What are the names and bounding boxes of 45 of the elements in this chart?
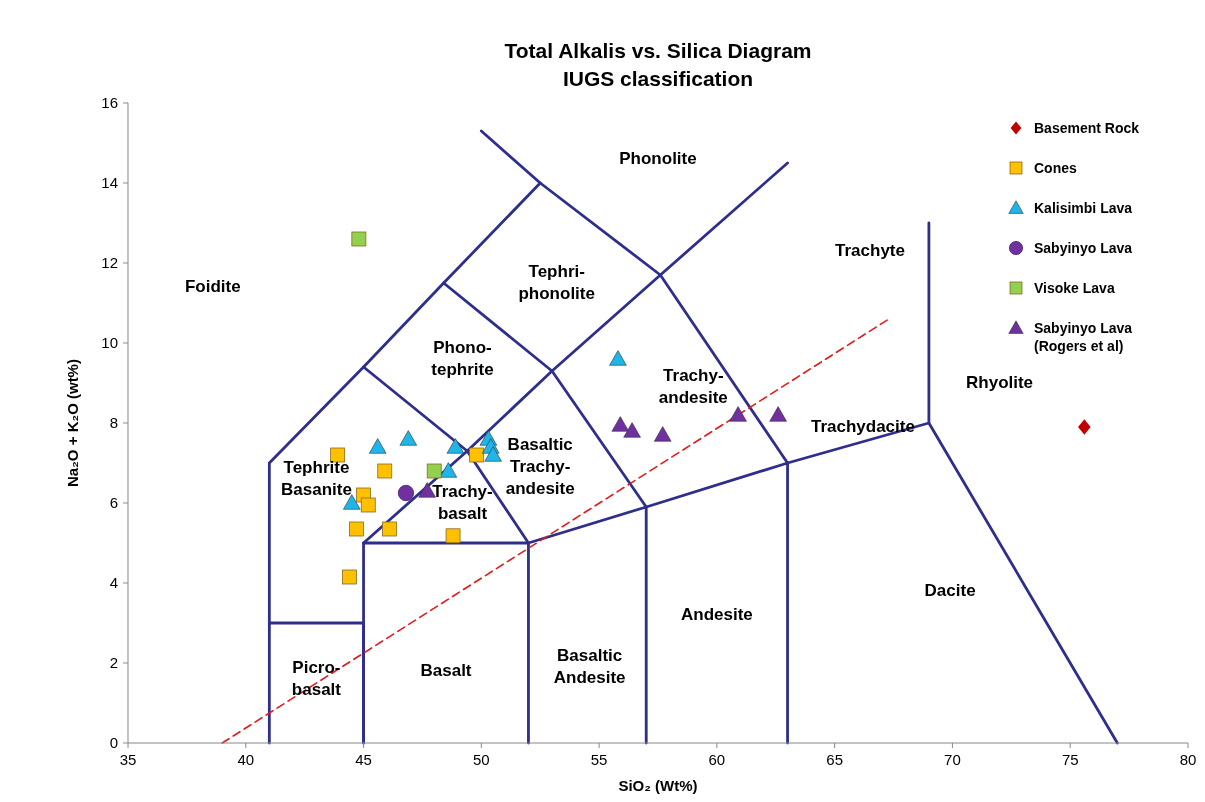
y-tick-label: 2 <box>109 654 118 671</box>
legend-label: Visoke Lava <box>1034 280 1115 296</box>
annotation: Tephrite Basanite <box>281 458 352 499</box>
chart-subtitle: IUGS classification <box>562 67 754 90</box>
annotation: Trachydacite <box>810 417 915 436</box>
annotation: Rhyolite <box>966 373 1034 392</box>
x-tick-label: 65 <box>826 751 844 768</box>
x-tick-label: 80 <box>1179 751 1197 768</box>
x-tick-label: 50 <box>472 751 490 768</box>
annotation: Trachy- andesite <box>658 366 728 407</box>
y-tick-label: 16 <box>101 94 118 111</box>
x-tick-label: 35 <box>119 751 137 768</box>
legend-label: Kalisimbi Lava <box>1034 200 1133 216</box>
annotation: Picro- basalt <box>291 658 342 699</box>
x-tick-label: 45 <box>355 751 372 768</box>
y-tick-label: 8 <box>109 414 118 431</box>
x-tick-label: 75 <box>1061 751 1079 768</box>
y-tick-label: 0 <box>109 734 118 751</box>
y-tick-label: 14 <box>101 174 118 191</box>
chart-title: Total Alkalis vs. Silica Diagram <box>504 39 812 62</box>
annotation: Basalt <box>420 661 472 680</box>
y-tick-label: 6 <box>109 494 118 511</box>
annotation: Basaltic Andesite <box>553 646 626 687</box>
annotation: Trachy- basalt <box>432 482 493 523</box>
y-tick-label: 4 <box>109 574 118 591</box>
legend-label: Basement Rock <box>1034 120 1140 136</box>
annotation: Phonolite <box>619 149 697 168</box>
annotation: Andesite <box>680 605 753 624</box>
annotation: Dacite <box>924 581 976 600</box>
legend-label: Sabyinyo Lava (Rogers et al) <box>1034 320 1133 354</box>
annotation: Trachyte <box>835 241 905 260</box>
legend-label: Sabyinyo Lava <box>1034 240 1133 256</box>
annotation: Tephri- phonolite <box>518 262 595 303</box>
annotation: Foidite <box>184 277 241 296</box>
x-tick-label: 40 <box>237 751 255 768</box>
y-axis-title: Na₂O + K₂O (wt%) <box>64 359 81 487</box>
x-tick-label: 55 <box>590 751 608 768</box>
legend-label: Cones <box>1034 160 1077 176</box>
y-tick-label: 12 <box>101 254 118 271</box>
x-tick-label: 60 <box>708 751 726 768</box>
x-axis-title: SiO₂ (Wt%) <box>618 777 698 794</box>
y-tick-label: 10 <box>101 334 118 351</box>
x-tick-label: 70 <box>944 751 961 768</box>
annotation: Basaltic Trachy- andesite <box>505 435 575 498</box>
annotation: Phono- tephrite <box>431 338 494 379</box>
